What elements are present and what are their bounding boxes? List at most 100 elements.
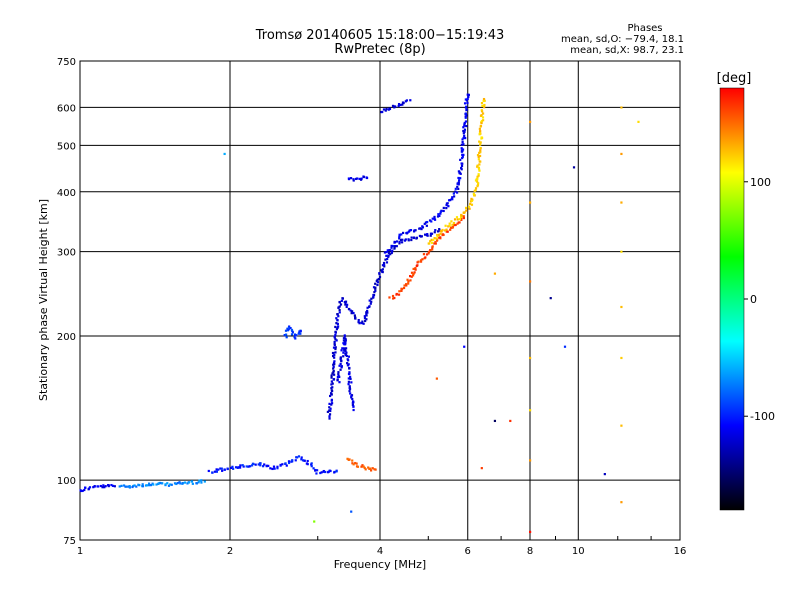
echo-point [348,387,351,390]
echo-point [335,317,338,320]
echo-point [464,98,467,101]
echo-point [344,339,347,343]
echo-point [388,249,391,252]
echo-point [478,154,482,158]
echo-point [110,483,113,487]
phase-stats-x: mean, sd,X: 98.7, 23.1 [570,45,684,56]
echo-point [104,485,107,488]
echo-point [432,238,435,242]
echo-point [338,301,341,304]
x-tick-label: 8 [527,546,533,557]
echo-point [364,468,367,471]
echo-point [335,470,338,473]
echo-point [459,172,462,175]
echo-point [345,351,348,354]
echo-point [362,175,365,179]
echo-point [238,466,242,469]
echo-point [200,479,203,482]
echo-point [445,203,448,207]
echo-point [372,296,375,299]
echo-point [334,338,337,341]
echo-point [529,280,532,283]
echo-point [439,212,442,215]
echo-point [436,230,440,233]
echo-point [338,311,341,314]
echo-point [460,147,463,150]
echo-point [442,206,445,210]
echo-point [477,167,481,171]
echo-point [415,264,418,268]
echo-point [223,152,226,156]
phase-stats-heading: Phases [627,23,662,34]
echo-point [409,275,412,278]
echo-point [334,351,337,354]
echo-point [465,124,468,128]
echo-point [467,93,470,96]
echo-point [351,401,354,404]
echo-point [395,245,398,248]
echo-point [351,459,354,462]
echo-point [334,346,337,349]
echo-point [344,300,348,303]
echo-point [463,124,466,127]
echo-point [339,368,342,371]
echo-point [333,354,336,357]
echo-point [376,283,379,287]
echo-point [371,467,374,470]
echo-point [287,460,291,463]
echo-point [356,465,360,468]
echo-point [92,486,95,489]
echo-point [458,218,461,221]
echo-point [203,480,206,483]
echo-point [342,342,345,345]
echo-point [390,244,393,248]
echo-point [477,158,480,161]
echo-point [463,134,466,137]
echo-point [407,280,410,283]
echo-point [191,482,194,485]
echo-point [478,140,481,143]
echo-point [339,358,342,361]
echo-point [456,222,459,225]
y-tick-label: 100 [57,476,76,487]
echo-point [477,174,480,177]
echo-point [167,484,171,487]
echo-point [93,485,96,488]
colorbar-label: [deg] [717,71,752,86]
echo-point [439,232,442,235]
echo-point [480,114,483,117]
colorbar-gradient [719,87,745,511]
echo-point [332,361,336,364]
echo-point [452,192,455,195]
echo-point [334,325,337,329]
echo-point [430,220,433,223]
echo-point [460,149,464,152]
echo-point [443,229,447,232]
echo-point [342,337,346,340]
echo-point [352,311,355,315]
echo-point [362,322,365,325]
echo-point [385,254,388,257]
echo-point [333,343,336,346]
echo-point [479,149,482,152]
echo-point [462,216,465,220]
echo-point [367,466,370,469]
echo-point [393,241,397,244]
echo-point [349,377,352,381]
echo-point [457,181,460,184]
echo-point [448,224,451,227]
echo-point [412,267,415,271]
echo-point [294,337,297,340]
echo-point [252,462,255,466]
echo-point [330,392,333,395]
echo-point [399,103,402,107]
echo-point [473,189,476,193]
echo-point [334,333,337,336]
echo-point [271,467,274,471]
echo-point [332,369,335,373]
echo-point [341,297,345,300]
echo-point [164,483,167,486]
echo-point [465,206,468,210]
echo-point [465,209,468,212]
echo-point [425,253,429,256]
